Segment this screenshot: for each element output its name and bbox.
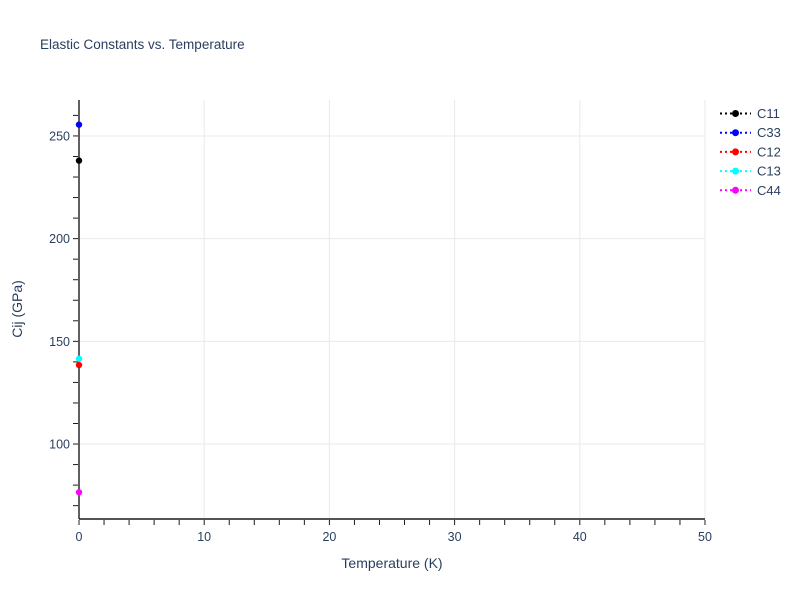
gridlines: [79, 100, 706, 519]
legend-marker-dot: [732, 148, 739, 156]
x-tick-label: 30: [448, 530, 462, 544]
y-tick-label: 150: [49, 335, 70, 349]
legend-item-C11[interactable]: C11: [720, 106, 780, 121]
y-tick-label: 200: [49, 232, 70, 246]
axes: [78, 100, 705, 520]
legend: C11 C33 C12 C13 C44: [720, 106, 781, 198]
y-axis-title: Cij (GPa): [9, 280, 25, 338]
legend-marker-dot: [732, 167, 739, 175]
axis-ticks: [73, 114, 706, 525]
legend-marker-dot: [732, 129, 739, 137]
x-axis-title: Temperature (K): [341, 555, 442, 571]
legend-label: C11: [757, 106, 780, 121]
data-points: [75, 121, 83, 496]
legend-item-C12[interactable]: C12: [720, 144, 781, 159]
legend-label: C44: [757, 183, 781, 198]
legend-item-C13[interactable]: C13: [720, 164, 781, 179]
axis-tick-labels: 0 10 20 30 40 50 100 150 200 250: [49, 129, 712, 544]
legend-marker-dot: [732, 186, 739, 194]
data-point-C13[interactable]: [75, 355, 83, 362]
y-tick-label: 100: [49, 438, 70, 452]
x-tick-label: 40: [573, 530, 587, 544]
data-point-C33[interactable]: [75, 121, 83, 128]
legend-marker-dot: [732, 110, 739, 117]
x-tick-label: 20: [322, 530, 336, 544]
legend-label: C33: [757, 125, 781, 140]
y-tick-label: 250: [49, 129, 70, 143]
x-tick-label: 10: [197, 530, 211, 544]
legend-item-C33[interactable]: C33: [720, 125, 781, 140]
data-point-C44[interactable]: [75, 489, 83, 496]
chart-title: Elastic Constants vs. Temperature: [40, 37, 245, 52]
legend-label: C12: [757, 144, 781, 159]
data-point-C12[interactable]: [75, 361, 83, 369]
legend-label: C13: [757, 164, 781, 179]
data-point-C11[interactable]: [75, 157, 83, 164]
x-tick-label: 50: [698, 530, 712, 544]
legend-item-C44[interactable]: C44: [720, 183, 781, 198]
x-tick-label: 0: [76, 530, 83, 544]
